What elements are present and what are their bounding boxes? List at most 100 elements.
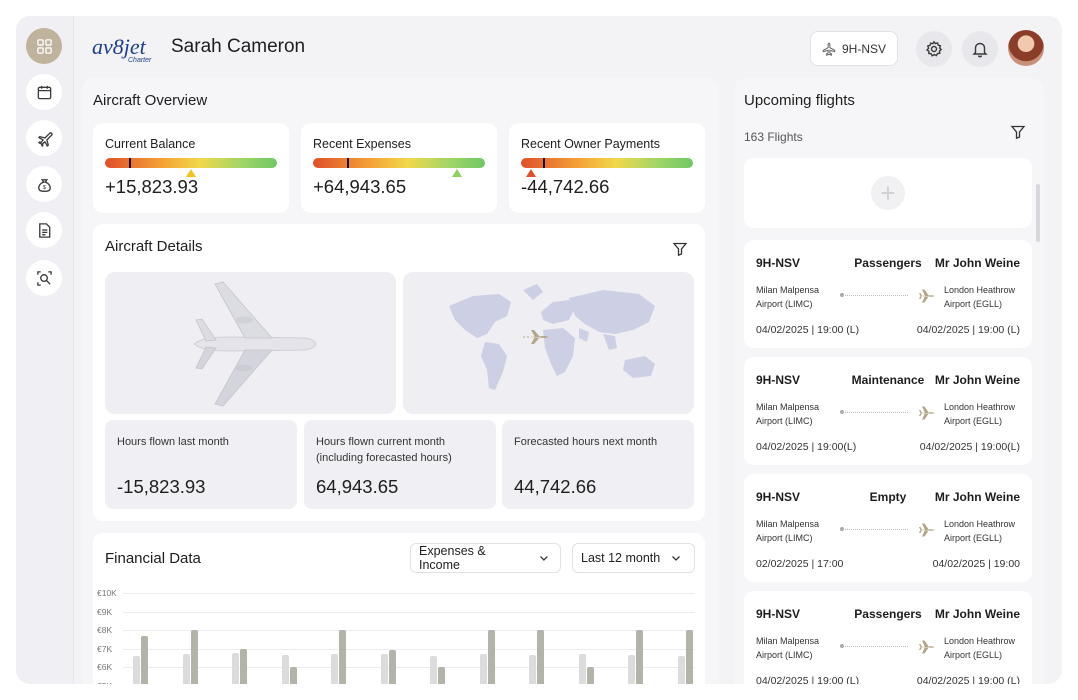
- calendar-icon[interactable]: [26, 74, 62, 110]
- add-flight-button[interactable]: +: [744, 158, 1032, 228]
- financial-data-card: Financial Data Expenses & Income Last 12…: [93, 533, 705, 684]
- type-dropdown[interactable]: Expenses & Income: [410, 543, 561, 573]
- chart-bar[interactable]: [537, 630, 544, 684]
- flight-card[interactable]: 9H-NSV Passengers Mr John Weine Milan Ma…: [744, 591, 1032, 684]
- aircraft-reg-label: 9H-NSV: [841, 41, 886, 56]
- flight-origin: Milan Malpensa Airport (LIMC): [756, 402, 820, 426]
- filter-icon[interactable]: [1010, 124, 1026, 140]
- notification-bell-icon[interactable]: [962, 31, 998, 67]
- aircraft-overview-panel: Aircraft Overview Current Balance +15,82…: [82, 78, 719, 684]
- chart-bar[interactable]: [240, 648, 247, 684]
- flight-type: Passengers: [854, 256, 922, 270]
- settings-gear-icon[interactable]: [916, 31, 952, 67]
- chart-bar[interactable]: [141, 636, 148, 684]
- chart-bar[interactable]: [677, 655, 685, 684]
- flight-type: Passengers: [854, 607, 922, 621]
- chart-bar[interactable]: [190, 630, 198, 684]
- map-plane-icon: [523, 330, 549, 344]
- sidebar: $: [16, 16, 74, 684]
- chart-bar[interactable]: [438, 667, 445, 684]
- logo-subtitle: Charter: [128, 57, 152, 64]
- flight-reg: 9H-NSV: [756, 373, 801, 387]
- stat-label: Current Balance: [105, 137, 196, 151]
- flight-owner: Mr John Weine: [934, 490, 1020, 504]
- chart-bar[interactable]: [380, 654, 388, 684]
- y-axis-label: €6K: [97, 662, 113, 672]
- chart-bar[interactable]: [685, 630, 693, 684]
- scrollbar[interactable]: [1036, 184, 1040, 242]
- chart-bar[interactable]: [232, 653, 239, 684]
- stat-gauge: [105, 158, 277, 177]
- flight-owner: Mr John Weine: [934, 607, 1020, 621]
- grid-line: [123, 630, 695, 631]
- type-dropdown-value: Expenses & Income: [419, 544, 486, 572]
- chevron-down-icon: [540, 556, 548, 561]
- grid-line: [123, 648, 695, 650]
- money-bag-icon[interactable]: $: [26, 166, 62, 202]
- period-dropdown-value: Last 12 month: [581, 551, 661, 565]
- financial-chart: €10K €9K €8K €7K €6K €5K: [93, 581, 705, 684]
- plus-icon: +: [871, 176, 905, 210]
- upcoming-flights-panel: Upcoming flights 163 Flights + 9H-NSV Pa…: [734, 78, 1044, 684]
- gauge-tick: [347, 158, 350, 168]
- stat-value: -44,742.66: [521, 176, 610, 197]
- hours-value: 64,943.65: [316, 476, 399, 497]
- route-line: [842, 412, 908, 413]
- aircraft-selector-button[interactable]: 9H-NSV: [810, 31, 898, 66]
- flight-reg: 9H-NSV: [756, 256, 801, 270]
- airplane-icon: [919, 406, 935, 420]
- flight-card[interactable]: 9H-NSV Passengers Mr John Weine Milan Ma…: [744, 240, 1032, 348]
- airplane-icon: [919, 289, 935, 303]
- filter-icon[interactable]: [672, 241, 688, 257]
- flight-arrival-time: 04/02/2025 | 19:00: [932, 558, 1020, 570]
- y-axis-label: €9K: [97, 606, 113, 617]
- world-map: [403, 272, 694, 414]
- flight-owner: Mr John Weine: [934, 256, 1020, 270]
- chart-bar[interactable]: [479, 654, 487, 684]
- chart-bar[interactable]: [487, 630, 495, 684]
- gauge-marker: [452, 169, 463, 177]
- chart-bar[interactable]: [133, 655, 140, 684]
- chart-bar[interactable]: [430, 655, 437, 684]
- flight-arrival-time: 04/02/2025 | 19:00(L): [919, 441, 1020, 453]
- chart-bar[interactable]: [289, 667, 297, 684]
- dashboard-icon[interactable]: [26, 28, 62, 64]
- y-axis-label: €10K: [97, 588, 117, 598]
- chart-bar[interactable]: [339, 630, 346, 684]
- flight-card[interactable]: 9H-NSV Maintenance Mr John Weine Milan M…: [744, 357, 1032, 465]
- chart-bar[interactable]: [586, 667, 594, 684]
- flight-owner: Mr John Weine: [934, 373, 1020, 387]
- hours-label: Hours flown current month (including for…: [316, 436, 452, 464]
- flights-count: 163 Flights: [744, 130, 803, 144]
- chart-bar[interactable]: [281, 654, 289, 684]
- flight-destination: London Heathrow Airport (EGLL): [944, 519, 1016, 543]
- chart-bar[interactable]: [578, 654, 586, 684]
- hours-card: Hours flown current month (including for…: [304, 420, 496, 509]
- chevron-down-icon: [672, 556, 681, 561]
- aircraft-details-card: Aircraft Details: [93, 224, 705, 521]
- y-axis-label: €7K: [97, 643, 113, 654]
- flight-card[interactable]: 9H-NSV Empty Mr John Weine Milan Malpens…: [744, 474, 1032, 582]
- stat-card: Current Balance +15,823.93: [93, 123, 289, 213]
- chart-bar[interactable]: [388, 650, 396, 684]
- flight-type: Maintenance: [851, 373, 925, 387]
- route-line: [842, 295, 908, 296]
- aircraft-image: [105, 272, 396, 414]
- chart-bar[interactable]: [331, 654, 338, 684]
- flight-departure-time: 02/02/2025 | 17:00: [756, 558, 844, 570]
- chart-bar[interactable]: [529, 654, 536, 684]
- period-dropdown[interactable]: Last 12 month: [572, 543, 695, 573]
- airplane-icon: [822, 42, 836, 56]
- overview-title: Aircraft Overview: [93, 92, 208, 109]
- airplane-icon[interactable]: [26, 120, 62, 156]
- document-icon[interactable]: [26, 212, 62, 248]
- av8jet-logo: av8jet Charter: [92, 34, 158, 66]
- flight-departure-time: 04/02/2025 | 19:00 (L): [756, 324, 860, 336]
- gauge-marker: [186, 169, 196, 177]
- chart-bar[interactable]: [182, 654, 190, 684]
- chart-bar[interactable]: [628, 654, 635, 684]
- user-avatar[interactable]: [1008, 30, 1044, 66]
- chart-bar[interactable]: [636, 630, 643, 684]
- search-document-icon[interactable]: [26, 260, 62, 296]
- stat-value: +15,823.93: [105, 176, 199, 197]
